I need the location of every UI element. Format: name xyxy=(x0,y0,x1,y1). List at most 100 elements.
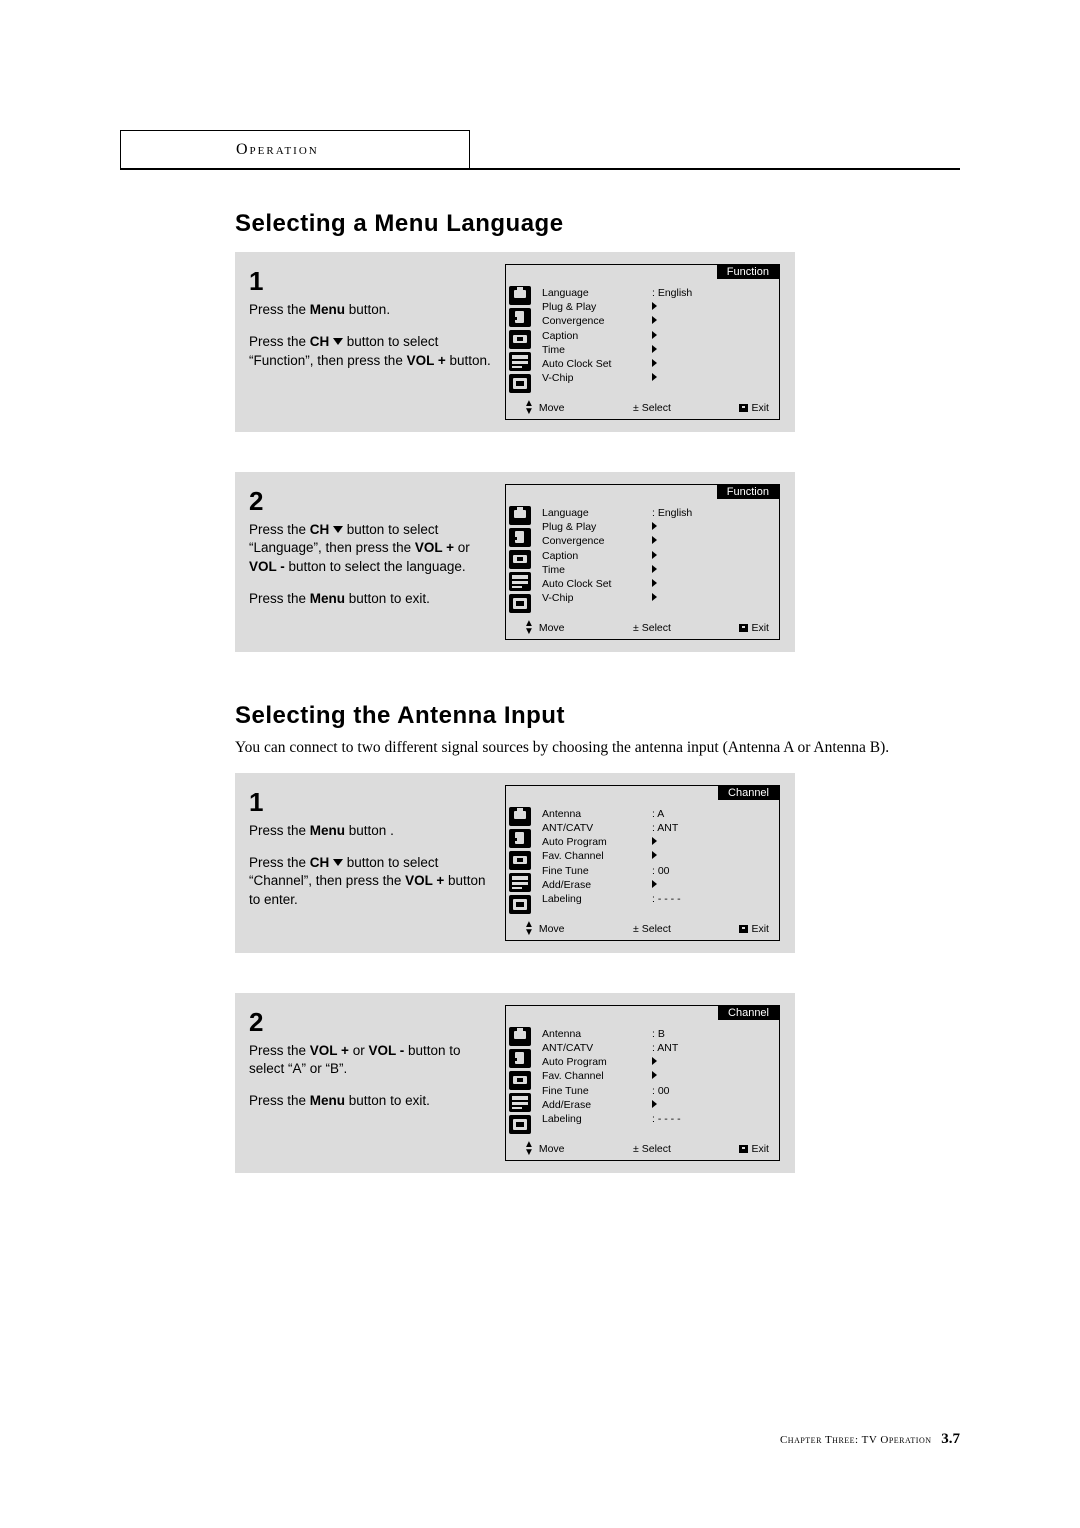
osd-label: Plug & Play xyxy=(542,520,652,534)
osd-menu-row: Labeling: - - - - xyxy=(542,892,773,906)
osd-label: ANT/CATV xyxy=(542,821,652,835)
osd-menu-row: V-Chip xyxy=(542,591,773,605)
osd-label: Fine Tune xyxy=(542,864,652,878)
step-block: 2 Press the CH button to select “Languag… xyxy=(235,472,795,652)
osd-tab-icon xyxy=(509,1027,531,1046)
instruction-paragraph: Press the CH button to select “Language”… xyxy=(249,521,493,576)
osd-label: Caption xyxy=(542,329,652,343)
osd-tab-icon xyxy=(509,550,531,569)
osd-menu-row: Plug & Play xyxy=(542,520,773,534)
osd-menu-row: Auto Program xyxy=(542,1055,773,1069)
submenu-arrow-icon xyxy=(652,851,657,859)
osd-menu-row: Auto Clock Set xyxy=(542,577,773,591)
osd-value: : English xyxy=(652,286,692,300)
osd-footer-select: ± Select xyxy=(633,400,671,416)
step-number: 2 xyxy=(249,1005,493,1040)
osd-menu-row: Auto Program xyxy=(542,835,773,849)
osd-footer-move: ▲▼ Move xyxy=(524,1141,565,1157)
osd-tab-icon xyxy=(509,873,531,892)
osd-label: V-Chip xyxy=(542,371,652,385)
osd-footer-select: ± Select xyxy=(633,921,671,937)
osd-footer-move: ▲▼ Move xyxy=(524,620,565,636)
osd-menu-row: Fav. Channel xyxy=(542,1069,773,1083)
submenu-arrow-icon xyxy=(652,1071,657,1079)
page-footer: Chapter Three: TV Operation 3.7 xyxy=(780,1431,960,1448)
submenu-arrow-icon xyxy=(652,316,657,324)
instruction-paragraph: Press the Menu button . xyxy=(249,822,493,840)
osd-label: Language xyxy=(542,506,652,520)
osd-footer: ▲▼ Move ± Select Exit xyxy=(506,918,779,940)
osd-tab-icon xyxy=(509,1071,531,1090)
osd-footer-exit: Exit xyxy=(739,921,769,937)
osd-label: Fav. Channel xyxy=(542,1069,652,1083)
osd-label: ANT/CATV xyxy=(542,1041,652,1055)
step-number: 1 xyxy=(249,785,493,820)
osd-menu-row: Time xyxy=(542,563,773,577)
osd-value: : - - - - xyxy=(652,892,681,906)
osd-label: Auto Program xyxy=(542,835,652,849)
osd-menu-row: Labeling: - - - - xyxy=(542,1112,773,1126)
osd-label: Add/Erase xyxy=(542,1098,652,1112)
osd-value: : - - - - xyxy=(652,1112,681,1126)
osd-label: Labeling xyxy=(542,892,652,906)
osd-label: Fav. Channel xyxy=(542,849,652,863)
submenu-arrow-icon xyxy=(652,359,657,367)
osd-tab-icon xyxy=(509,1049,531,1068)
osd-menu-row: V-Chip xyxy=(542,371,773,385)
exit-icon xyxy=(739,1145,748,1153)
osd-footer-select: ± Select xyxy=(633,620,671,636)
osd-panel: Channel Antenna: A ANT/CATV: ANT Auto Pr… xyxy=(505,785,780,941)
osd-value: : English xyxy=(652,506,692,520)
ch-down-icon xyxy=(333,526,343,535)
osd-label: Fine Tune xyxy=(542,1084,652,1098)
submenu-arrow-icon xyxy=(652,536,657,544)
osd-menu-row: Caption xyxy=(542,329,773,343)
osd-menu-row: Convergence xyxy=(542,534,773,548)
osd-wrap: Channel Antenna: A ANT/CATV: ANT Auto Pr… xyxy=(505,773,795,953)
osd-label: Plug & Play xyxy=(542,300,652,314)
step-number: 2 xyxy=(249,484,493,519)
osd-tab-icon xyxy=(509,352,531,371)
instruction-paragraph: Press the VOL + or VOL - button to selec… xyxy=(249,1042,493,1078)
submenu-arrow-icon xyxy=(652,1057,657,1065)
osd-tab-icon xyxy=(509,807,531,826)
osd-label: V-Chip xyxy=(542,591,652,605)
step-text: 1 Press the Menu button.Press the CH but… xyxy=(235,252,505,432)
osd-label: Antenna xyxy=(542,807,652,821)
osd-menu-row: Antenna: B xyxy=(542,1027,773,1041)
osd-title: Channel xyxy=(718,1006,779,1020)
submenu-arrow-icon xyxy=(652,565,657,573)
instruction-paragraph: Press the CH button to select “Function”… xyxy=(249,333,493,369)
osd-body: Antenna: A ANT/CATV: ANT Auto Program Fa… xyxy=(536,803,779,918)
osd-menu-row: Antenna: A xyxy=(542,807,773,821)
osd-menu-row: Language: English xyxy=(542,286,773,300)
osd-tab-icon xyxy=(509,572,531,591)
osd-footer-move: ▲▼ Move xyxy=(524,400,565,416)
osd-title: Function xyxy=(717,265,779,279)
osd-tab-icon xyxy=(509,895,531,914)
submenu-arrow-icon xyxy=(652,880,657,888)
osd-menu-row: Time xyxy=(542,343,773,357)
osd-label: Add/Erase xyxy=(542,878,652,892)
step-block: 1 Press the Menu button .Press the CH bu… xyxy=(235,773,795,953)
osd-menu-row: ANT/CATV: ANT xyxy=(542,1041,773,1055)
osd-value: : 00 xyxy=(652,1084,670,1098)
osd-body: Antenna: B ANT/CATV: ANT Auto Program Fa… xyxy=(536,1023,779,1138)
osd-value: : ANT xyxy=(652,1041,678,1055)
osd-menu-row: Add/Erase xyxy=(542,878,773,892)
osd-menu-row: Caption xyxy=(542,549,773,563)
osd-label: Auto Program xyxy=(542,1055,652,1069)
osd-tab-icon xyxy=(509,286,531,305)
osd-tab-icon xyxy=(509,330,531,349)
submenu-arrow-icon xyxy=(652,331,657,339)
osd-menu-row: Fine Tune: 00 xyxy=(542,1084,773,1098)
osd-label: Convergence xyxy=(542,534,652,548)
osd-label: Time xyxy=(542,563,652,577)
step-text: 2 Press the VOL + or VOL - button to sel… xyxy=(235,993,505,1173)
osd-label: Language xyxy=(542,286,652,300)
instruction-paragraph: Press the Menu button to exit. xyxy=(249,1092,493,1110)
step-text: 2 Press the CH button to select “Languag… xyxy=(235,472,505,652)
submenu-arrow-icon xyxy=(652,302,657,310)
osd-wrap: Function Language: English Plug & Play C… xyxy=(505,472,795,652)
osd-menu-row: Fine Tune: 00 xyxy=(542,864,773,878)
